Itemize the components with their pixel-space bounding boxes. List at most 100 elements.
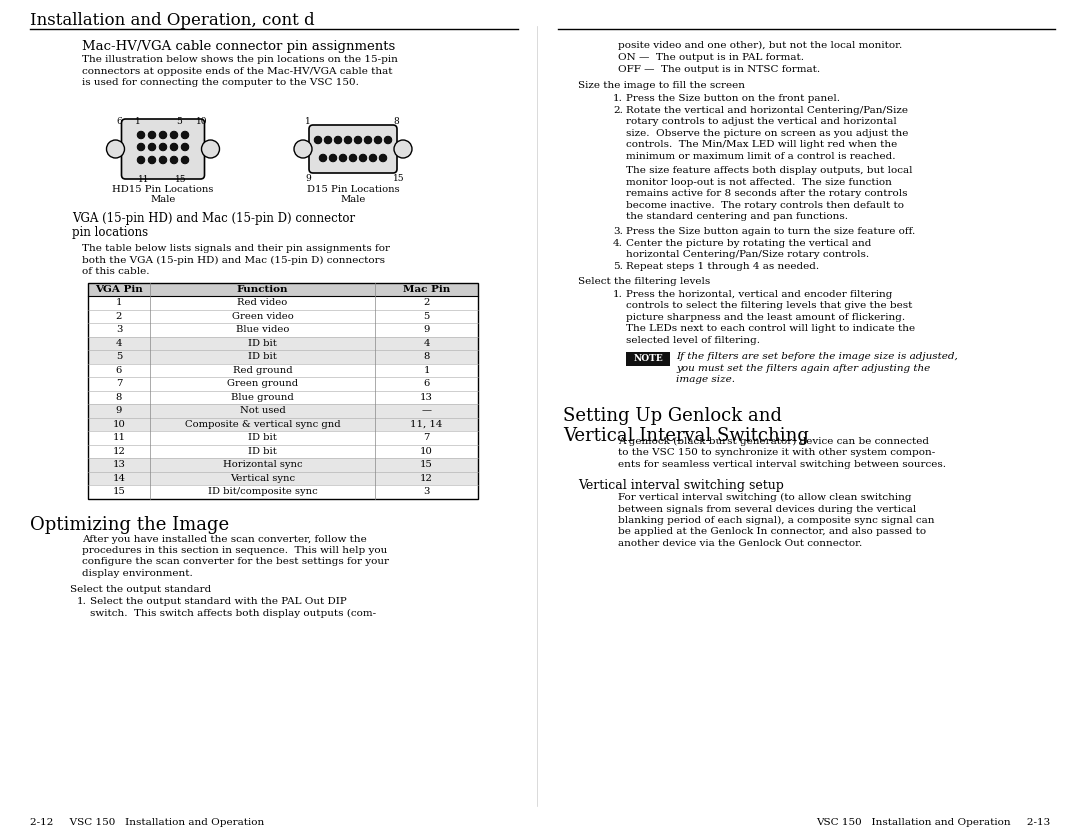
Text: 6: 6 xyxy=(423,379,430,388)
Text: ID bit: ID bit xyxy=(248,339,276,348)
Bar xyxy=(87,283,478,296)
Text: OFF —  The output is in NTSC format.: OFF — The output is in NTSC format. xyxy=(618,64,820,73)
Text: Mac-HV/VGA cable connector pin assignments: Mac-HV/VGA cable connector pin assignmen… xyxy=(82,40,395,53)
Text: 8: 8 xyxy=(423,352,430,361)
Circle shape xyxy=(181,156,189,163)
Text: ID bit: ID bit xyxy=(248,352,276,361)
Text: —: — xyxy=(421,406,432,415)
Text: to the VSC 150 to synchronize it with other system compon-: to the VSC 150 to synchronize it with ot… xyxy=(618,448,935,457)
Text: you must set the filters again after adjusting the: you must set the filters again after adj… xyxy=(676,364,930,373)
Text: 9: 9 xyxy=(423,325,430,334)
Text: switch.  This switch affects both display outputs (com-: switch. This switch affects both display… xyxy=(90,609,376,618)
Text: connectors at opposite ends of the Mac-HV/VGA cable that: connectors at opposite ends of the Mac-H… xyxy=(82,67,392,76)
Text: controls.  The Min/Max LED will light red when the: controls. The Min/Max LED will light red… xyxy=(626,140,897,149)
Text: Green video: Green video xyxy=(231,312,294,320)
Circle shape xyxy=(334,136,341,143)
Text: horizontal Centering/Pan/Size rotary controls.: horizontal Centering/Pan/Size rotary con… xyxy=(626,250,869,259)
Text: ID bit: ID bit xyxy=(248,433,276,442)
Text: blanking period of each signal), a composite sync signal can: blanking period of each signal), a compo… xyxy=(618,516,934,525)
Text: 1.: 1. xyxy=(77,597,87,606)
Text: 3: 3 xyxy=(423,487,430,496)
Text: Function: Function xyxy=(237,284,288,294)
Text: Red ground: Red ground xyxy=(232,365,293,374)
Text: become inactive.  The rotary controls then default to: become inactive. The rotary controls the… xyxy=(626,200,904,209)
Text: Repeat steps 1 through 4 as needed.: Repeat steps 1 through 4 as needed. xyxy=(626,262,819,270)
Text: Installation and Operation, cont d: Installation and Operation, cont d xyxy=(30,12,314,29)
Text: Center the picture by rotating the vertical and: Center the picture by rotating the verti… xyxy=(626,239,872,248)
Text: D15 Pin Locations
Male: D15 Pin Locations Male xyxy=(307,185,400,204)
Text: 13: 13 xyxy=(112,460,125,469)
Text: The LEDs next to each control will light to indicate the: The LEDs next to each control will light… xyxy=(626,324,915,333)
Text: ID bit: ID bit xyxy=(248,446,276,455)
Circle shape xyxy=(137,156,145,163)
Text: 10: 10 xyxy=(112,420,125,429)
Text: 1: 1 xyxy=(116,298,122,307)
Text: rotary controls to adjust the vertical and horizontal: rotary controls to adjust the vertical a… xyxy=(626,117,896,126)
Text: image size.: image size. xyxy=(676,375,735,384)
Text: procedures in this section in sequence.  This will help you: procedures in this section in sequence. … xyxy=(82,546,388,555)
Bar xyxy=(626,352,670,366)
Text: The size feature affects both display outputs, but local: The size feature affects both display ou… xyxy=(626,166,913,175)
Text: VSC 150   Installation and Operation     2-13: VSC 150 Installation and Operation 2-13 xyxy=(815,818,1050,827)
Circle shape xyxy=(364,136,372,143)
Text: Vertical interval switching setup: Vertical interval switching setup xyxy=(578,479,784,492)
Text: Select the output standard: Select the output standard xyxy=(70,585,212,594)
Bar xyxy=(87,350,478,364)
Text: picture sharpness and the least amount of flickering.: picture sharpness and the least amount o… xyxy=(626,313,905,321)
Text: For vertical interval switching (to allow clean switching: For vertical interval switching (to allo… xyxy=(618,493,912,502)
Text: 2.: 2. xyxy=(613,105,623,114)
Text: 4: 4 xyxy=(116,339,122,348)
Text: 11, 14: 11, 14 xyxy=(410,420,443,429)
Text: Optimizing the Image: Optimizing the Image xyxy=(30,516,229,535)
Text: 9: 9 xyxy=(116,406,122,415)
FancyBboxPatch shape xyxy=(121,119,204,179)
Text: 15: 15 xyxy=(175,175,187,184)
Circle shape xyxy=(394,140,411,158)
Text: another device via the Genlock Out connector.: another device via the Genlock Out conne… xyxy=(618,539,862,548)
Text: 5: 5 xyxy=(423,312,430,320)
Text: Press the Size button on the front panel.: Press the Size button on the front panel… xyxy=(626,93,840,103)
Text: After you have installed the scan converter, follow the: After you have installed the scan conver… xyxy=(82,535,367,544)
Circle shape xyxy=(159,156,166,163)
Text: posite video and one other), but not the local monitor.: posite video and one other), but not the… xyxy=(618,41,902,50)
Text: Select the output standard with the PAL Out DIP: Select the output standard with the PAL … xyxy=(90,597,347,606)
Text: 1.: 1. xyxy=(613,93,623,103)
Text: 3.: 3. xyxy=(613,227,623,235)
Text: 13: 13 xyxy=(420,393,433,401)
Circle shape xyxy=(379,154,387,162)
Text: Size the image to fill the screen: Size the image to fill the screen xyxy=(578,81,745,89)
FancyBboxPatch shape xyxy=(309,125,397,173)
Text: VGA Pin: VGA Pin xyxy=(95,284,143,294)
Text: both the VGA (15-pin HD) and Mac (15-pin D) connectors: both the VGA (15-pin HD) and Mac (15-pin… xyxy=(82,255,384,264)
Text: Rotate the vertical and horizontal Centering/Pan/Size: Rotate the vertical and horizontal Cente… xyxy=(626,105,908,114)
Text: 15: 15 xyxy=(112,487,125,496)
Text: ON —  The output is in PAL format.: ON — The output is in PAL format. xyxy=(618,53,804,62)
Text: 12: 12 xyxy=(112,446,125,455)
Text: 4: 4 xyxy=(423,339,430,348)
Text: 3: 3 xyxy=(116,325,122,334)
Text: is used for connecting the computer to the VSC 150.: is used for connecting the computer to t… xyxy=(82,78,359,87)
Text: controls to select the filtering levels that give the best: controls to select the filtering levels … xyxy=(626,301,913,310)
Text: 8: 8 xyxy=(393,117,399,126)
Text: 10: 10 xyxy=(420,446,433,455)
Text: Blue ground: Blue ground xyxy=(231,393,294,401)
Text: 7: 7 xyxy=(423,433,430,442)
Circle shape xyxy=(159,131,166,138)
Text: 6: 6 xyxy=(116,365,122,374)
Circle shape xyxy=(324,136,332,143)
Circle shape xyxy=(349,154,356,162)
Bar xyxy=(87,336,478,350)
Text: 10: 10 xyxy=(195,117,207,126)
Text: 15: 15 xyxy=(420,460,433,469)
Circle shape xyxy=(354,136,362,143)
Circle shape xyxy=(314,136,322,143)
Text: 9: 9 xyxy=(305,174,311,183)
Text: between signals from several devices during the vertical: between signals from several devices dur… xyxy=(618,505,916,514)
Circle shape xyxy=(384,136,392,143)
Circle shape xyxy=(137,131,145,138)
Text: Vertical sync: Vertical sync xyxy=(230,474,295,483)
Text: Press the Size button again to turn the size feature off.: Press the Size button again to turn the … xyxy=(626,227,915,235)
Circle shape xyxy=(294,140,312,158)
Text: Not used: Not used xyxy=(240,406,285,415)
Text: be applied at the Genlock In connector, and also passed to: be applied at the Genlock In connector, … xyxy=(618,527,927,536)
